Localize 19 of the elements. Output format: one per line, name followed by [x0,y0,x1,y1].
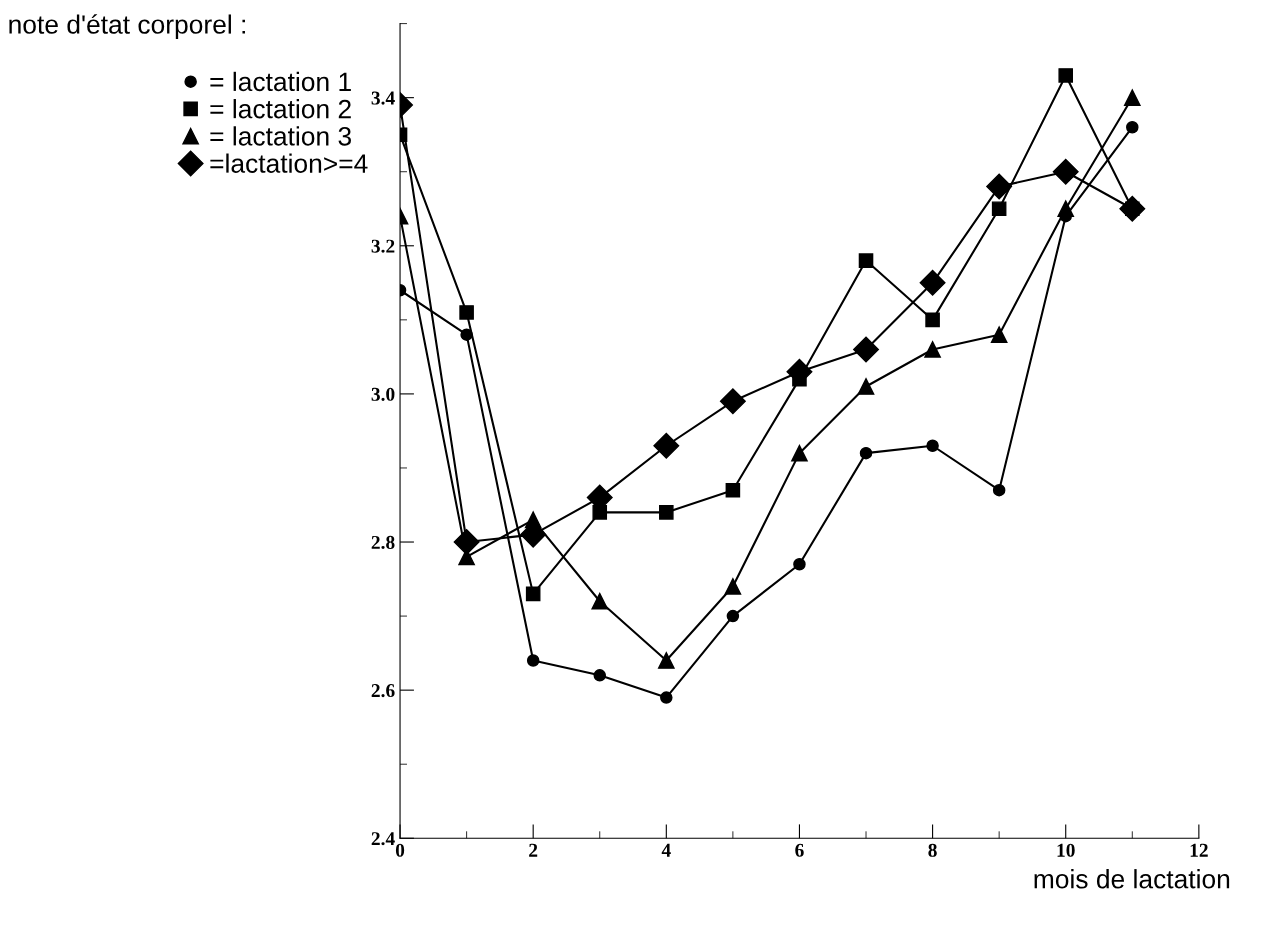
legend-label: =lactation>=4 [210,153,368,173]
text: note d'état corporel : [9,14,245,40]
y-tick-label: 2.4 [371,832,395,846]
y-tick-label: 3.4 [371,91,395,105]
x-tick-label: 2 [529,843,538,857]
y-tick-label: 3.0 [371,387,395,401]
legend-label: = lactation 2 [210,99,351,119]
x-axis-title: mois de lactation [1034,869,1230,889]
legend-label: = lactation 3 [210,126,351,146]
y-tick-label: 3.2 [371,239,395,253]
y-tick-label: 2.6 [371,684,395,698]
x-tick-label: 6 [795,843,804,857]
x-tick-label: 4 [661,843,671,857]
x-tick-label: 8 [928,843,937,857]
x-tick-label: 10 [1057,843,1075,857]
legend-label: = lactation 1 [210,71,351,92]
x-tick-label: 12 [1190,843,1208,857]
x-tick-label: 0 [395,843,405,857]
y-tick-label: 2.8 [371,535,395,550]
